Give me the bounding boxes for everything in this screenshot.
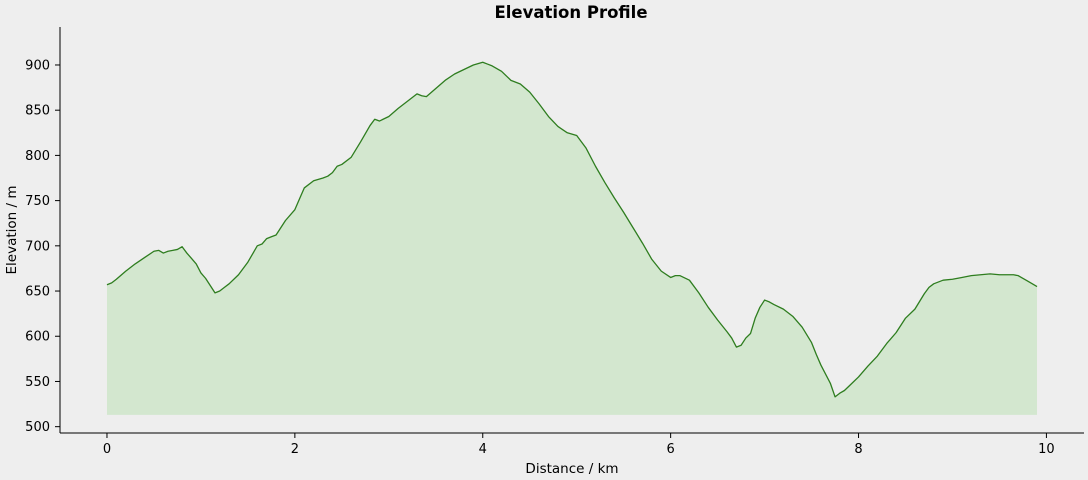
x-tick-label: 4	[479, 442, 487, 457]
plot-area	[106, 61, 1038, 415]
x-tick-label: 10	[1038, 442, 1055, 457]
y-tick-label: 900	[25, 58, 50, 73]
x-tick-label: 6	[667, 442, 675, 457]
y-tick-label: 850	[25, 104, 50, 119]
y-tick-label: 550	[25, 375, 50, 390]
elevation-line	[106, 61, 1038, 398]
x-tick-label: 0	[103, 442, 111, 457]
y-tick-label: 750	[25, 194, 50, 209]
elevation-area-fill	[106, 62, 1038, 415]
x-axis-label: Distance / km	[525, 461, 618, 477]
y-tick-label: 700	[25, 239, 50, 254]
y-tick-label: 650	[25, 285, 50, 300]
chart-title: Elevation Profile	[494, 3, 647, 22]
y-axis-label: Elevation / m	[4, 186, 20, 275]
y-tick-label: 500	[25, 420, 50, 435]
x-tick-label: 2	[291, 442, 299, 457]
y-tick-label: 600	[25, 330, 50, 345]
x-tick-label: 8	[854, 442, 862, 457]
axes: 0 2 4 6 8 10 500 550 600 650 700 750 800 850 900	[25, 27, 1084, 457]
y-tick-label: 800	[25, 149, 50, 164]
